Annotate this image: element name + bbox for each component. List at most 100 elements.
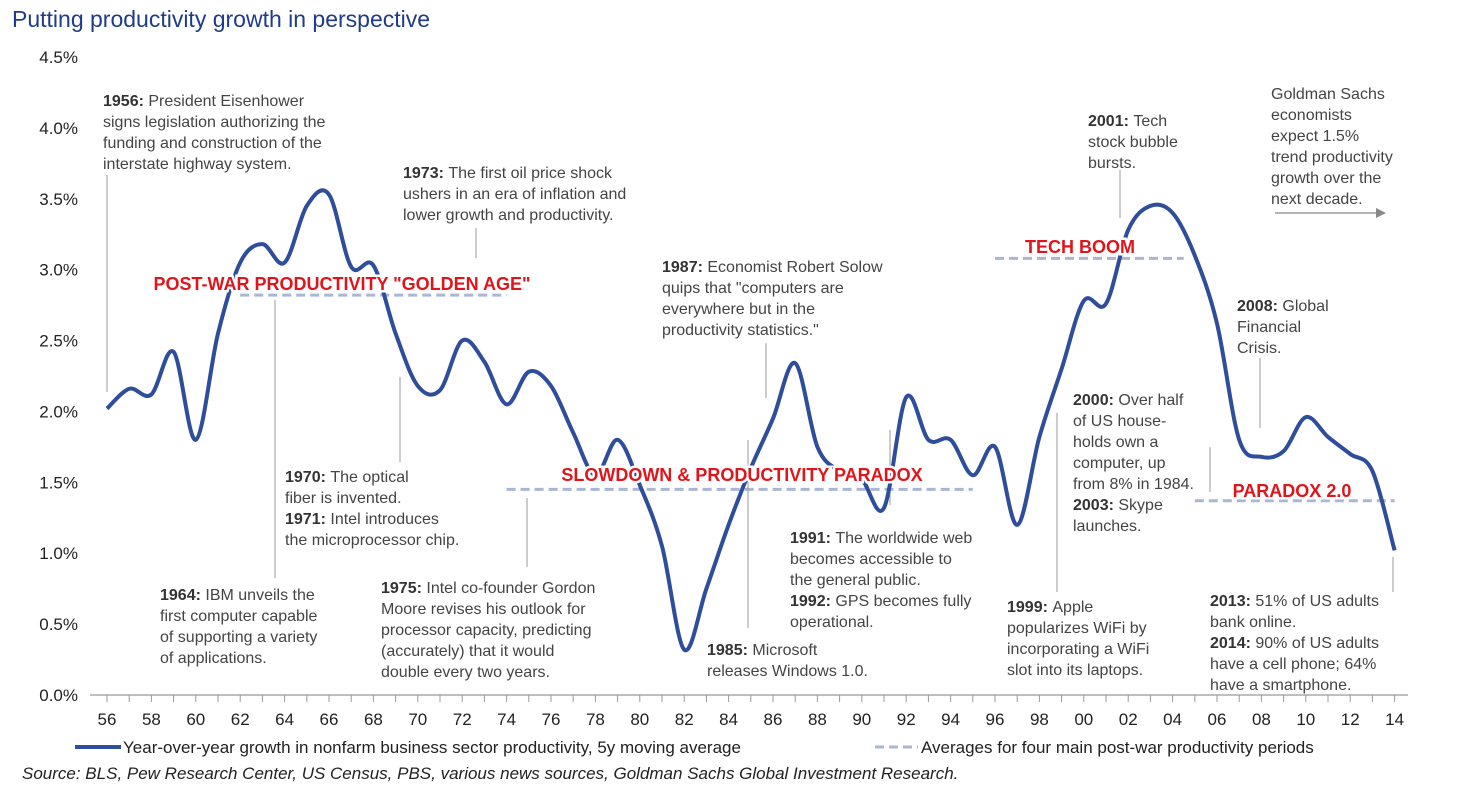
period-label: SLOWDOWN & PRODUCTIVITY PARADOX xyxy=(561,465,922,485)
annotation-line: 1975: Intel co-founder Gordon xyxy=(381,580,595,597)
annotation-year: 1999: xyxy=(1007,599,1052,616)
annotation-year: 2013: xyxy=(1210,593,1255,610)
annotation-line: 1973: The first oil price shock xyxy=(403,165,613,182)
annotation-line: bursts. xyxy=(1088,155,1136,172)
annotation-line: 1964: IBM unveils the xyxy=(160,587,315,604)
annotation: 2008: Global Financial Crisis. xyxy=(1237,298,1329,357)
annotation-line: 2014: 90% of US adults xyxy=(1210,635,1379,652)
annotation-year: 1985: xyxy=(707,642,752,659)
annotation-year: 1987: xyxy=(662,259,707,276)
annotation-line: stock bubble xyxy=(1088,134,1178,151)
x-tick-label: 66 xyxy=(320,710,339,729)
annotation-line: incorporating a WiFi xyxy=(1007,641,1149,658)
x-tick-label: 02 xyxy=(1119,710,1138,729)
annotation-line: 1985: Microsoft xyxy=(707,642,818,659)
annotation-line: from 8% in 1984. xyxy=(1073,476,1194,493)
x-tick-label: 82 xyxy=(675,710,694,729)
annotation-line: first computer capable xyxy=(160,608,318,625)
x-tick-label: 78 xyxy=(586,710,605,729)
annotation: Goldman Sachs economists expect 1.5% trend … xyxy=(1271,86,1393,208)
x-tick-label: 72 xyxy=(453,710,472,729)
annotation-line: 1970: The optical xyxy=(285,469,409,486)
x-tick-label: 84 xyxy=(719,710,738,729)
annotation-line: 2013: 51% of US adults xyxy=(1210,593,1379,610)
annotation-year: 2001: xyxy=(1088,113,1133,130)
x-tick-label: 14 xyxy=(1385,710,1404,729)
annotation-line: holds own a xyxy=(1073,434,1158,451)
annotation-line: funding and construction of the xyxy=(103,135,322,152)
annotation-line: Goldman Sachs xyxy=(1271,86,1385,103)
annotation-line: 1956: President Eisenhower xyxy=(103,93,305,110)
annotation: 2001: Tech stock bubble bursts. xyxy=(1088,113,1178,172)
annotation-line: 2001: Tech xyxy=(1088,113,1167,130)
annotation-line: interstate highway system. xyxy=(103,156,292,173)
x-tick-label: 74 xyxy=(497,710,516,729)
annotation-year: 1975: xyxy=(381,580,426,597)
x-tick-label: 94 xyxy=(941,710,960,729)
chart-title: Putting productivity growth in perspecti… xyxy=(12,6,431,32)
annotation-year: 2000: xyxy=(1073,392,1118,409)
y-tick-label: 2.5% xyxy=(39,332,78,351)
annotation-line: 1999: Apple xyxy=(1007,599,1093,616)
annotation-year: 1992: xyxy=(790,593,835,610)
annotation-line: Crisis. xyxy=(1237,340,1281,357)
annotation-line: 1971: Intel introduces xyxy=(285,511,439,528)
y-tick-label: 4.5% xyxy=(39,48,78,67)
outlook-arrow-head xyxy=(1376,208,1386,218)
annotation-year: 1964: xyxy=(160,587,205,604)
annotation-year: 1991: xyxy=(790,530,835,547)
annotation-year: 1971: xyxy=(285,511,330,528)
annotation-line: expect 1.5% xyxy=(1271,128,1359,145)
annotation-line: economists xyxy=(1271,107,1352,124)
annotation-line: have a smartphone. xyxy=(1210,677,1351,694)
x-tick-label: 76 xyxy=(542,710,561,729)
x-tick-label: 64 xyxy=(275,710,294,729)
annotation: 1964: IBM unveils the first computer capa… xyxy=(160,587,318,667)
x-tick-label: 62 xyxy=(231,710,250,729)
annotation-line: the general public. xyxy=(790,572,921,589)
y-tick-label: 3.0% xyxy=(39,261,78,280)
annotation-line: ushers in an era of inflation and xyxy=(403,186,626,203)
annotation-line: slot into its laptops. xyxy=(1007,662,1143,679)
x-tick-label: 86 xyxy=(764,710,783,729)
annotation: 2000: Over half of US house-holds own a co… xyxy=(1073,392,1194,535)
annotation-line: processor capacity, predicting xyxy=(381,622,591,639)
y-tick-label: 1.0% xyxy=(39,544,78,563)
annotation-year: 2008: xyxy=(1237,298,1282,315)
x-tick-label: 08 xyxy=(1252,710,1271,729)
annotation: 1973: The first oil price shock ushers in… xyxy=(403,165,626,224)
x-tick-label: 56 xyxy=(98,710,117,729)
annotation-line: productivity statistics." xyxy=(662,322,819,339)
annotation: 1985: Microsoft releases Windows 1.0. xyxy=(707,642,868,680)
annotation-line: 1987: Economist Robert Solow xyxy=(662,259,883,276)
annotation-line: next decade. xyxy=(1271,191,1363,208)
annotation-line: computer, up xyxy=(1073,455,1166,472)
x-tick-label: 04 xyxy=(1163,710,1182,729)
x-tick-label: 96 xyxy=(986,710,1005,729)
annotation: 1991: The worldwide web becomes accessibl… xyxy=(790,530,972,631)
annotation-line: have a cell phone; 64% xyxy=(1210,656,1376,673)
annotation: 1987: Economist Robert Solow quips that "… xyxy=(662,259,883,339)
annotation-line: double every two years. xyxy=(381,664,550,681)
annotation-year: 1956: xyxy=(103,93,148,110)
annotation-line: trend productivity xyxy=(1271,149,1393,166)
x-tick-label: 90 xyxy=(852,710,871,729)
y-tick-label: 1.5% xyxy=(39,473,78,492)
annotation-line: 1991: The worldwide web xyxy=(790,530,972,547)
annotation-line: operational. xyxy=(790,614,874,631)
annotation-line: fiber is invented. xyxy=(285,490,402,507)
x-tick-label: 06 xyxy=(1208,710,1227,729)
annotation-line: 2008: Global xyxy=(1237,298,1329,315)
annotation-line: lower growth and productivity. xyxy=(403,207,613,224)
annotation: 1975: Intel co-founder Gordon Moore revis… xyxy=(381,580,595,681)
period-label: POST-WAR PRODUCTIVITY "GOLDEN AGE" xyxy=(153,274,530,294)
annotation: 1999: Apple popularizes WiFi by incorporat… xyxy=(1007,599,1149,679)
x-tick-label: 10 xyxy=(1296,710,1315,729)
annotation-year: 1970: xyxy=(285,469,330,486)
x-tick-label: 58 xyxy=(142,710,161,729)
annotation-line: 2003: Skype xyxy=(1073,497,1163,514)
annotation-line: growth over the xyxy=(1271,170,1381,187)
annotation-year: 2014: xyxy=(1210,635,1255,652)
annotation-line: the microprocessor chip. xyxy=(285,532,459,549)
